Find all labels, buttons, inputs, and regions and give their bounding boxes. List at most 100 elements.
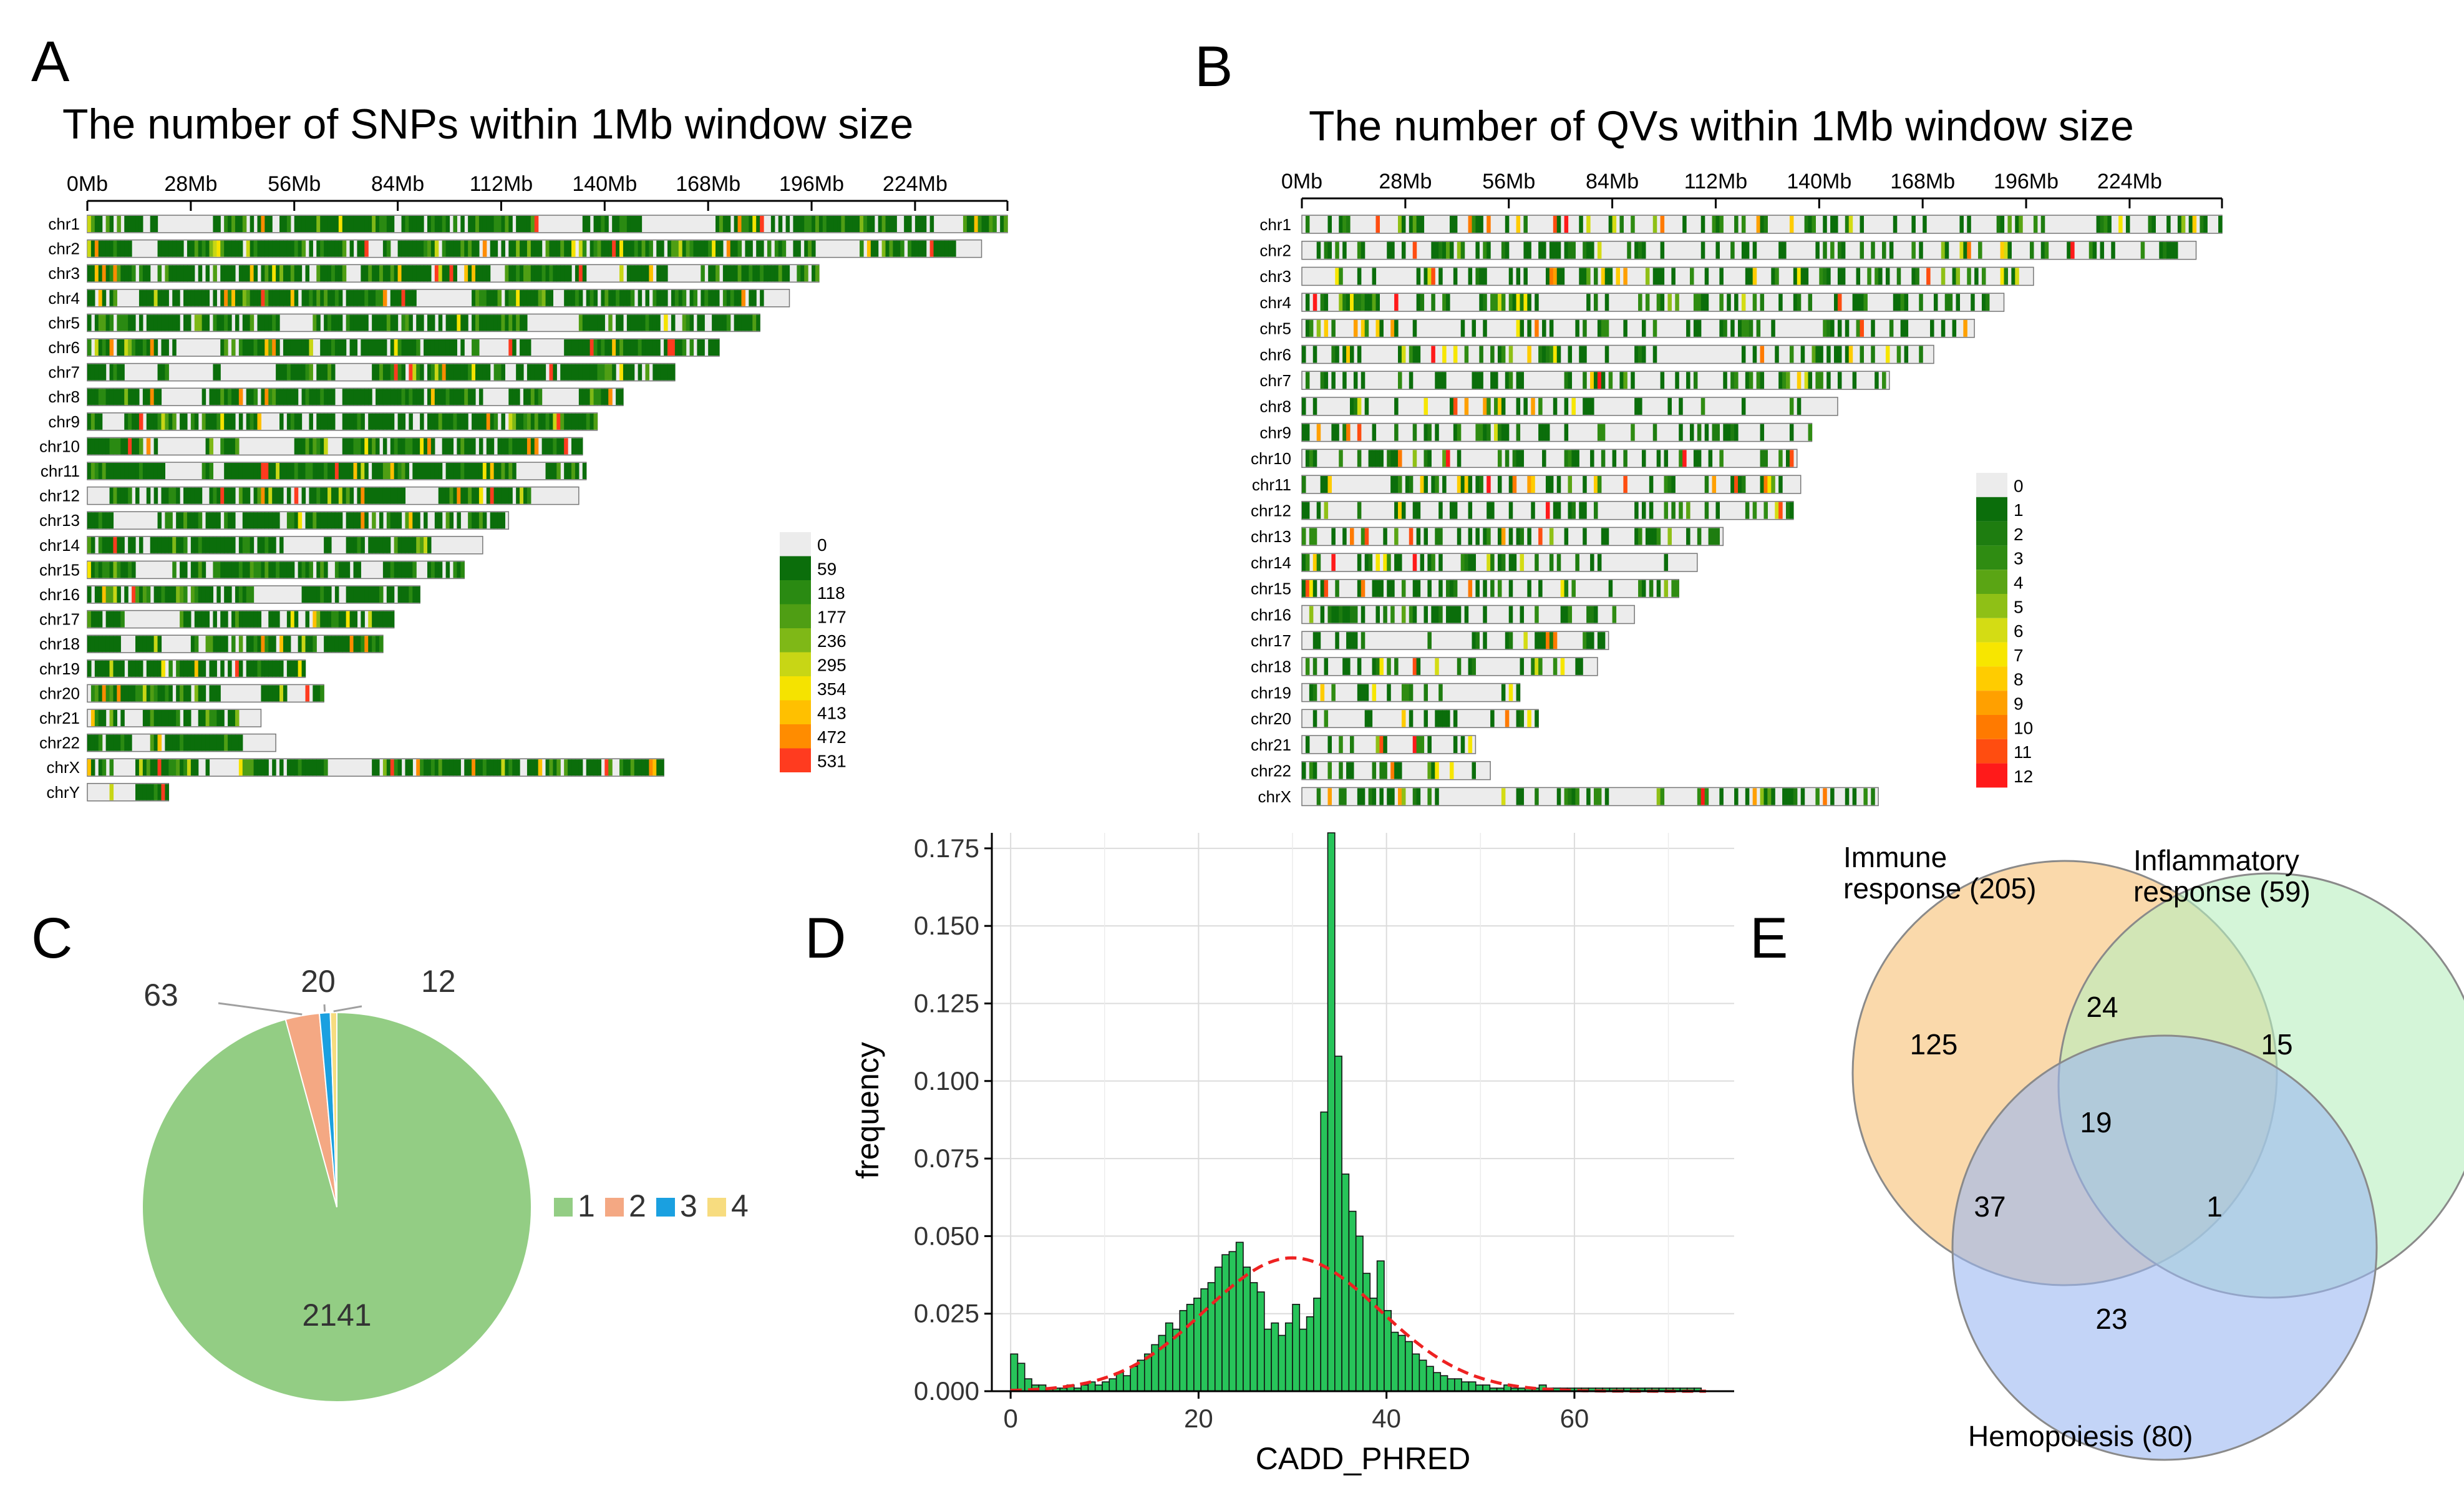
density-cell	[150, 537, 155, 553]
density-cell	[582, 389, 587, 406]
density-cell	[1431, 241, 1435, 259]
density-cell	[712, 339, 716, 356]
density-cell	[608, 240, 613, 257]
density-cell	[1756, 372, 1761, 389]
density-cell	[424, 463, 428, 479]
density-cell	[442, 216, 447, 232]
density-cell	[220, 438, 225, 455]
density-cell	[146, 314, 151, 331]
density-cell	[264, 759, 269, 776]
density-cell	[165, 685, 169, 702]
density-cell	[117, 240, 121, 257]
density-cell	[1727, 424, 1731, 441]
density-cell	[1000, 216, 1004, 232]
density-cell	[279, 389, 284, 406]
density-cell	[575, 265, 580, 282]
density-cell	[1745, 268, 1750, 285]
density-cell	[1479, 476, 1483, 493]
density-cell	[1431, 346, 1435, 363]
x-tick-label: 0	[1003, 1404, 1017, 1433]
density-cell	[153, 710, 158, 726]
density-cell	[109, 389, 114, 406]
density-cell	[394, 289, 399, 306]
density-cell	[1512, 294, 1517, 311]
density-cell	[678, 339, 683, 356]
density-cell	[1963, 319, 1967, 337]
density-cell	[1490, 710, 1495, 727]
density-cell	[1941, 268, 1946, 285]
density-cell	[128, 734, 132, 751]
histogram-bar	[1243, 1266, 1251, 1392]
density-cell	[320, 289, 324, 306]
density-cell	[641, 240, 646, 257]
density-cell	[320, 364, 324, 381]
density-cell	[1346, 606, 1351, 623]
density-cell	[616, 216, 620, 232]
density-cell	[157, 685, 162, 702]
density-cell	[235, 216, 240, 232]
density-cell	[279, 240, 284, 257]
density-cell	[117, 586, 121, 603]
density-cell	[90, 512, 95, 529]
density-cell	[1556, 554, 1561, 571]
density-cell	[180, 660, 184, 677]
density-cell	[364, 240, 369, 257]
density-cell	[372, 339, 376, 356]
density-cell	[246, 389, 251, 406]
histogram-bar	[1193, 1298, 1201, 1392]
density-cell	[150, 636, 155, 653]
density-cell	[397, 240, 402, 257]
density-cell	[1331, 424, 1336, 441]
density-cell	[324, 265, 328, 282]
density-cell	[475, 413, 480, 430]
density-cell	[135, 685, 140, 702]
density-cell	[382, 289, 387, 306]
density-cell	[1342, 606, 1347, 623]
density-cell	[1623, 319, 1627, 337]
density-cell	[785, 265, 790, 282]
density-cell	[434, 413, 439, 430]
density-cell	[165, 364, 169, 381]
density-cell	[1531, 476, 1535, 493]
density-cell	[194, 413, 199, 430]
density-cell	[752, 265, 757, 282]
density-cell	[268, 240, 273, 257]
density-cell	[338, 512, 343, 529]
density-cell	[1837, 372, 1842, 389]
density-cell	[157, 759, 162, 776]
density-cell	[1472, 762, 1477, 779]
density-cell	[1889, 319, 1894, 337]
venn-count-inflammatory-only: 15	[2261, 1028, 2292, 1061]
density-cell	[575, 413, 580, 430]
density-cell	[1405, 684, 1410, 701]
histogram-bar	[1108, 1378, 1117, 1392]
pie-value-label: 63	[143, 978, 178, 1013]
density-cell	[516, 265, 520, 282]
density-cell	[290, 512, 295, 529]
density-cell	[224, 413, 228, 430]
density-cell	[645, 364, 650, 381]
pie-legend-label: 4	[731, 1188, 749, 1223]
density-cell	[472, 438, 476, 455]
density-cell	[619, 289, 624, 306]
density-cell	[1800, 268, 1805, 285]
density-cell	[656, 314, 661, 331]
density-cell	[1789, 397, 1794, 415]
density-cell	[593, 759, 598, 776]
density-cell	[1948, 294, 1953, 311]
density-cell	[1453, 606, 1458, 623]
density-cell	[268, 512, 273, 529]
density-cell	[113, 240, 117, 257]
density-cell	[508, 314, 513, 331]
density-cell	[1520, 528, 1525, 545]
density-cell	[146, 438, 151, 455]
density-cell	[508, 289, 513, 306]
density-cell	[1597, 319, 1602, 337]
density-cell	[1848, 346, 1853, 363]
axis-tick-label: 28Mb	[1379, 170, 1432, 193]
density-cell	[1372, 658, 1377, 675]
density-cell	[1401, 580, 1406, 597]
density-cell	[1971, 294, 1975, 311]
density-cell	[313, 389, 317, 406]
density-cell	[138, 339, 143, 356]
